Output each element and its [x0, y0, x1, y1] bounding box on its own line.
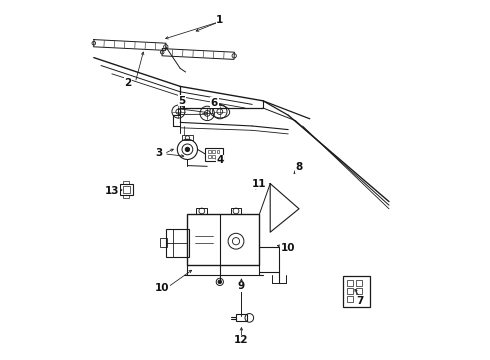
Text: 3: 3 — [155, 148, 162, 158]
Text: 11: 11 — [252, 179, 267, 189]
Text: 7: 7 — [357, 296, 364, 306]
Bar — [212, 150, 215, 153]
Bar — [208, 150, 211, 153]
Circle shape — [218, 280, 221, 284]
Text: 1: 1 — [216, 15, 223, 25]
Bar — [123, 181, 129, 184]
Bar — [208, 155, 211, 158]
Bar — [217, 150, 220, 153]
Bar — [187, 214, 259, 265]
Bar — [212, 155, 215, 158]
Text: 4: 4 — [216, 155, 223, 165]
Text: 12: 12 — [234, 335, 248, 345]
Bar — [205, 148, 223, 161]
Text: 9: 9 — [238, 281, 245, 291]
Bar — [196, 208, 207, 214]
Bar — [347, 288, 353, 294]
Bar — [123, 195, 129, 198]
Text: 10: 10 — [281, 243, 295, 253]
Bar — [356, 288, 362, 294]
Bar — [343, 276, 370, 307]
Bar — [231, 208, 242, 214]
Bar — [356, 280, 362, 286]
Text: 2: 2 — [124, 78, 132, 88]
Text: 6: 6 — [211, 98, 218, 108]
Bar — [347, 296, 353, 302]
Bar — [182, 135, 193, 140]
Circle shape — [185, 147, 190, 152]
Bar — [217, 155, 220, 158]
Text: 5: 5 — [178, 96, 186, 106]
Bar — [122, 186, 130, 193]
Text: 10: 10 — [155, 283, 170, 293]
Text: 13: 13 — [104, 186, 119, 196]
Bar — [356, 296, 362, 302]
Bar — [160, 238, 167, 247]
Bar — [166, 229, 189, 257]
Bar — [236, 314, 247, 321]
Bar — [120, 184, 133, 195]
Text: 8: 8 — [295, 162, 303, 172]
Bar — [347, 280, 353, 286]
